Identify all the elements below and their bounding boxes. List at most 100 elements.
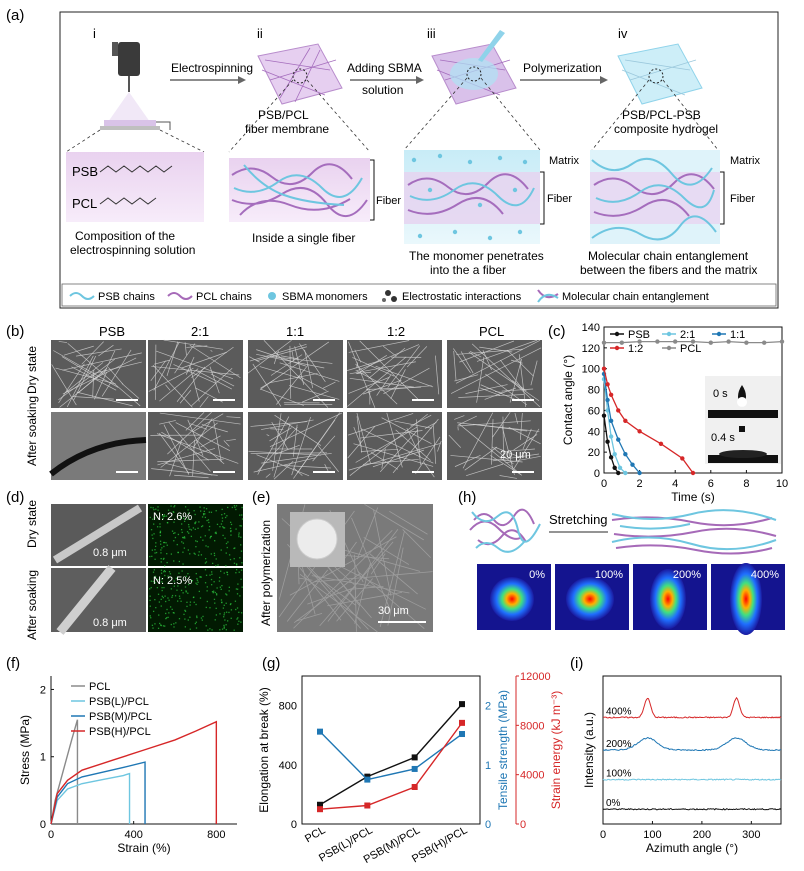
tick-label: 0: [600, 829, 606, 841]
n-signal: [230, 603, 231, 604]
n-signal: [241, 562, 242, 563]
n-signal: [227, 572, 228, 573]
sem-image: [148, 412, 243, 480]
n-signal: [153, 572, 154, 573]
n-signal: [160, 532, 161, 533]
entangle-caption-2: between the fibers and the matrix: [580, 263, 757, 277]
tick-label: 400: [279, 760, 297, 772]
col-pcl: PCL: [479, 324, 504, 339]
entanglement-box: [590, 150, 724, 244]
n-signal: [241, 525, 242, 526]
n-signal: [214, 555, 215, 556]
monomer-box: [404, 150, 544, 244]
n-signal: [215, 592, 216, 593]
n-signal: [150, 507, 151, 508]
n-signal: [152, 538, 153, 539]
n-signal: [201, 617, 202, 618]
right-axis-label-2: Strain energy (kJ m⁻³): [549, 691, 563, 809]
n-signal: [234, 507, 235, 508]
col-1-1: 1:1: [286, 324, 304, 339]
n-signal: [195, 529, 196, 530]
tick-label: 0: [520, 819, 526, 831]
n-signal: [199, 551, 200, 552]
n-signal: [213, 581, 214, 582]
n-signal: [154, 552, 155, 553]
d-row-dry: Dry state: [25, 500, 39, 548]
n-signal: [229, 554, 230, 555]
n-signal: [226, 612, 227, 613]
tick-label: 4: [672, 478, 678, 490]
monomer-caption-1: The monomer penetrates: [409, 249, 544, 263]
electrospinning-device-icon: [100, 42, 170, 130]
data-point: [412, 784, 418, 790]
n-signal: [211, 512, 212, 513]
series-line: [320, 732, 462, 780]
n-signal: [235, 528, 236, 529]
svg-text:Molecular chain entanglement: Molecular chain entanglement: [562, 291, 709, 303]
n-signal: [211, 536, 212, 537]
n-signal: [222, 535, 223, 536]
n-signal: [238, 534, 239, 535]
n-signal: [231, 618, 232, 619]
n-signal: [225, 593, 226, 594]
n-signal: [221, 585, 222, 586]
electrostatic-icon: [382, 290, 397, 302]
n-signal: [195, 583, 196, 584]
n-signal: [187, 531, 188, 532]
n-signal: [160, 531, 161, 532]
n-signal: [235, 601, 236, 602]
psb-chain-icon: [70, 293, 94, 299]
tick-label: 40: [588, 426, 600, 438]
n-signal: [188, 619, 189, 620]
arrow-polymerization: Polymerization: [520, 61, 608, 84]
n-signal: [239, 595, 240, 596]
data-point: [612, 452, 616, 456]
n-signal: [227, 620, 228, 621]
n-signal: [155, 607, 156, 608]
n-signal: [166, 609, 167, 610]
n-signal: [227, 541, 228, 542]
n-signal: [181, 529, 182, 530]
eds-d-soak: N: 2.5%: [148, 568, 243, 632]
n-signal: [214, 540, 215, 541]
n-signal: [202, 540, 203, 541]
n-signal: [165, 618, 166, 619]
curve-label: 200%: [606, 739, 632, 750]
n-signal: [237, 607, 238, 608]
n-signal: [201, 554, 202, 555]
n-signal: [222, 628, 223, 629]
n-signal: [221, 599, 222, 600]
n-signal: [151, 556, 152, 557]
n-signal: [213, 591, 214, 592]
tick-label: 1: [485, 760, 491, 772]
n-signal: [223, 625, 224, 626]
n-signal: [227, 574, 228, 575]
n-signal: [195, 623, 196, 624]
n-signal: [161, 558, 162, 559]
n-signal: [237, 589, 238, 590]
n-signal: [191, 529, 192, 530]
legend-label: PCL: [89, 681, 110, 693]
series-line: [320, 704, 462, 805]
n-signal: [181, 590, 182, 591]
data-point: [630, 462, 634, 466]
n-signal: [214, 603, 215, 604]
n-signal: [167, 597, 168, 598]
n-signal: [235, 509, 236, 510]
n-signal: [179, 598, 180, 599]
saxs-pattern: [566, 577, 614, 621]
data-point: [609, 455, 613, 459]
n-signal: [219, 629, 220, 630]
n-signal: [205, 562, 206, 563]
n-signal: [235, 609, 236, 610]
sem-image: [51, 340, 146, 408]
n-signal: [170, 505, 171, 506]
n-signal: [164, 565, 165, 566]
n-signal: [241, 514, 242, 515]
n-signal: [216, 510, 217, 511]
n-signal: [206, 625, 207, 626]
plot-frame: [302, 676, 480, 824]
data-point: [605, 398, 609, 402]
sem-d-dry: 0.8 μm: [51, 504, 146, 566]
